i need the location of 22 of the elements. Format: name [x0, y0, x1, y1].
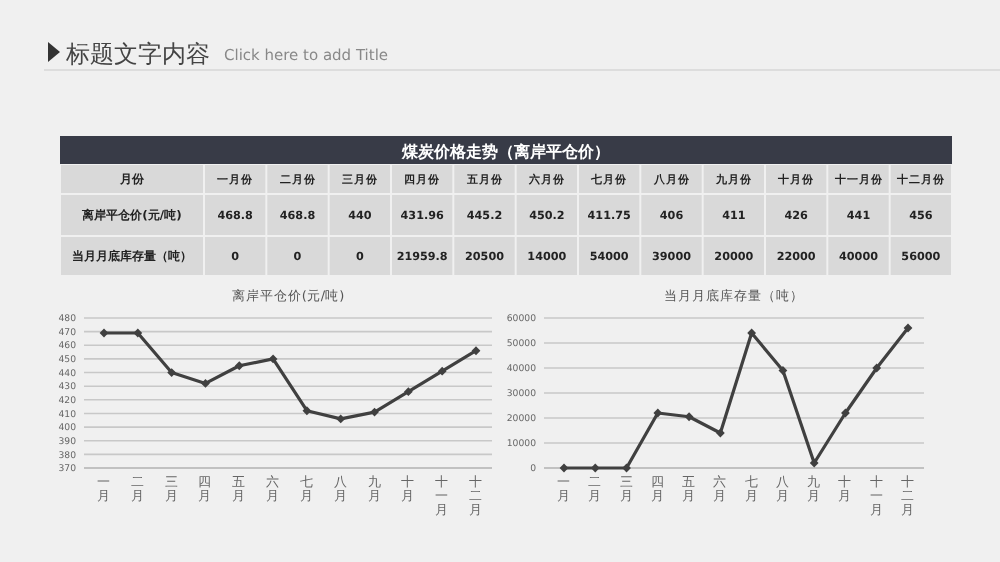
point	[302, 406, 312, 416]
point	[336, 414, 346, 424]
point	[471, 346, 481, 356]
chart-title: 煤炭价格走势（离岸平仓价）	[400, 141, 610, 161]
point	[201, 379, 210, 388]
point	[437, 366, 447, 376]
point	[234, 361, 244, 371]
point	[684, 412, 694, 422]
point	[653, 408, 663, 418]
point	[809, 458, 819, 468]
point	[99, 328, 109, 338]
point	[715, 428, 725, 438]
point	[747, 328, 757, 338]
point	[872, 363, 882, 373]
point	[268, 354, 278, 364]
point	[133, 328, 143, 338]
point	[167, 368, 177, 377]
point	[370, 407, 379, 417]
point	[903, 323, 913, 333]
point	[403, 387, 413, 397]
point	[559, 463, 569, 473]
text: 标题文字内容	[64, 40, 210, 68]
